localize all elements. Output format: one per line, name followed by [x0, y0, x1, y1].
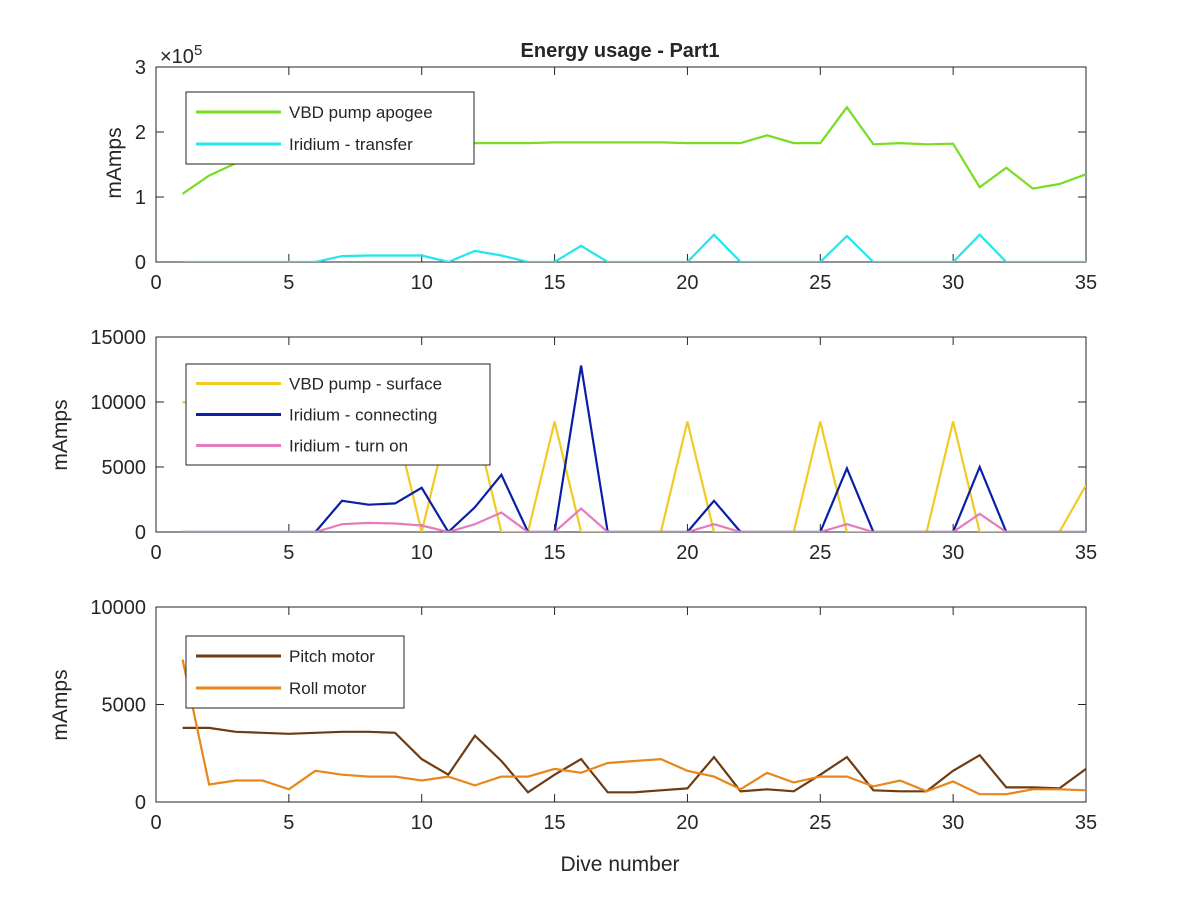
x-tick-label: 5	[283, 812, 294, 834]
y-tick-label: 0	[135, 522, 146, 544]
x-tick-label: 35	[1075, 272, 1097, 294]
series-line-roll-motor	[181, 659, 1086, 796]
legend-label: Iridium - connecting	[289, 406, 437, 425]
subplot-3: mAmps Dive number 0 5 10 15 20 25 30 35 0 5000 100…	[49, 597, 1097, 876]
series-line-iridium-transfer	[182, 233, 1086, 262]
y-tick-label: 3	[135, 57, 146, 79]
legend-label: VBD pump apogee	[289, 103, 433, 122]
x-tick-label: 15	[543, 272, 565, 294]
figure-xlabel: Dive number	[560, 853, 679, 876]
legend-label: Pitch motor	[289, 647, 375, 666]
series-line-iridium-turn-on	[182, 507, 1086, 532]
series-line-iridium-connecting	[182, 365, 1086, 532]
x-tick-label: 30	[942, 272, 964, 294]
subplot-1-exponent-label: ×105	[160, 42, 202, 68]
y-tick-label: 10000	[90, 597, 146, 619]
figure-title: Energy usage - Part1	[521, 40, 720, 62]
x-tick-label: 20	[676, 272, 698, 294]
x-tick-label: 35	[1075, 542, 1097, 564]
y-tick-label: 0	[135, 792, 146, 814]
x-tick-label: 10	[411, 812, 433, 834]
legend-label: VBD pump - surface	[289, 375, 442, 394]
subplot-2: mAmps 0 5 10 15 20 25 30 35 0 5000 10000 15000 VBD p…	[49, 327, 1097, 564]
y-tick-label: 2	[135, 122, 146, 144]
y-tick-label: 10000	[90, 392, 146, 414]
legend-label: Iridium - transfer	[289, 135, 413, 154]
series-line-pitch-motor	[182, 726, 1086, 794]
x-tick-label: 20	[676, 812, 698, 834]
subplot-2-ylabel: mAmps	[49, 399, 72, 470]
x-tick-label: 10	[411, 542, 433, 564]
subplot-3-ylabel: mAmps	[49, 669, 72, 740]
legend-box	[185, 91, 475, 165]
y-tick-label: 0	[135, 252, 146, 274]
y-tick-label: 1	[135, 187, 146, 209]
legend-label: Iridium - turn on	[289, 437, 408, 456]
x-tick-label: 5	[283, 272, 294, 294]
x-tick-label: 30	[942, 812, 964, 834]
x-tick-label: 0	[150, 812, 161, 834]
x-tick-label: 15	[543, 812, 565, 834]
y-tick-label: 5000	[102, 457, 147, 479]
y-tick-label: 5000	[102, 695, 147, 717]
x-tick-label: 25	[809, 542, 831, 564]
x-tick-label: 25	[809, 272, 831, 294]
subplot-1: Energy usage - Part1 mAmps ×105 0 5 10 15 20…	[103, 40, 1097, 294]
x-tick-label: 30	[942, 542, 964, 564]
x-tick-label: 10	[411, 272, 433, 294]
subplot-1-ylabel: mAmps	[103, 127, 126, 198]
y-tick-label: 15000	[90, 327, 146, 349]
x-tick-label: 20	[676, 542, 698, 564]
legend-label: Roll motor	[289, 679, 367, 698]
x-tick-label: 0	[150, 542, 161, 564]
legend-box	[185, 635, 405, 709]
x-tick-label: 35	[1075, 812, 1097, 834]
x-tick-label: 5	[283, 542, 294, 564]
x-tick-label: 25	[809, 812, 831, 834]
x-tick-label: 15	[543, 542, 565, 564]
x-tick-label: 0	[150, 272, 161, 294]
